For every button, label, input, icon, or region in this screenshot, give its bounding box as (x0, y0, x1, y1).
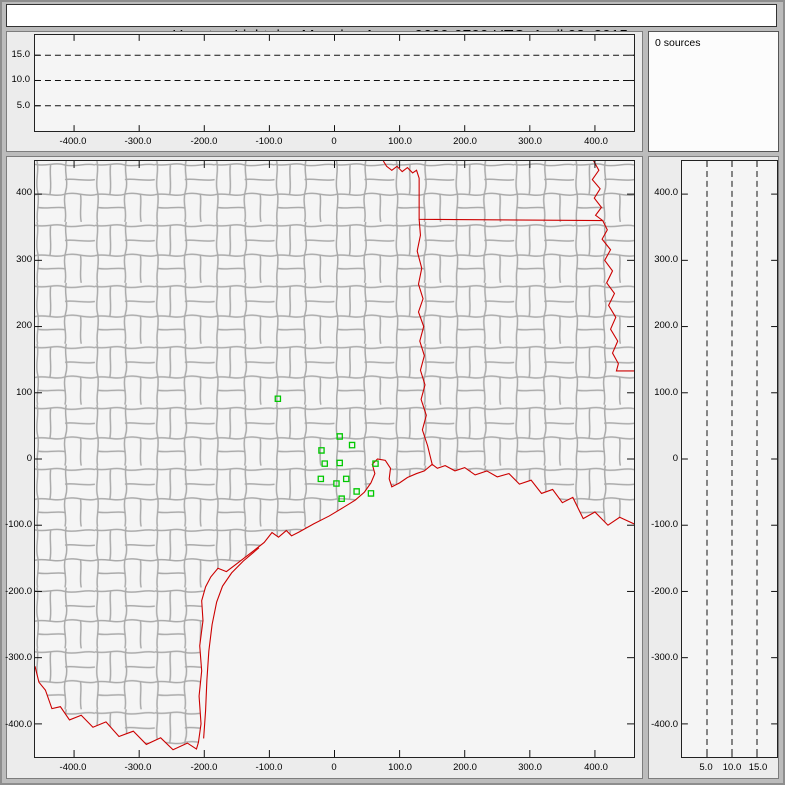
x-tick-label: -300.0 (124, 136, 152, 147)
x-tick-label: -400.0 (59, 762, 87, 773)
y-tick-label: 400 (16, 187, 32, 198)
texas-louisiana-border (417, 219, 432, 464)
x-tick-label: 0 (331, 136, 337, 147)
y-tick-label: -100.0 (651, 519, 678, 530)
x-tick-label: 100.0 (388, 136, 412, 147)
y-tick-label: 15.0 (11, 49, 31, 60)
state-borders-and-coastline (35, 161, 634, 750)
y-tick-label: 10.0 (11, 74, 31, 85)
x-tick-label: 0 (331, 762, 337, 773)
y-tick-label: 0 (26, 453, 32, 464)
y-tick-label: 300.0 (654, 254, 678, 265)
y-tick-label: -300.0 (651, 652, 678, 663)
x-tick-label: 300.0 (518, 762, 542, 773)
sources-histogram-panel (648, 31, 779, 152)
y-tick-label: 100 (16, 387, 32, 398)
y-tick-label: -400.0 (5, 719, 32, 730)
x-tick-label: 400.0 (584, 136, 608, 147)
x-tick-label: 200.0 (453, 762, 477, 773)
x-tick-label: 15.0 (748, 762, 768, 773)
y-tick-label: 300 (16, 254, 32, 265)
y-tick-label: -100.0 (5, 519, 32, 530)
title-bar: Houston Lightning Mapping Array 0600-070… (6, 4, 777, 45)
y-tick-label: -400.0 (651, 719, 678, 730)
x-tick-label: -100.0 (255, 136, 283, 147)
altitude-ew-grid (35, 35, 634, 131)
altitude-ns-plot[interactable] (681, 160, 778, 758)
x-tick-label: -200.0 (190, 762, 218, 773)
altitude-ew-plot[interactable] (34, 34, 635, 132)
y-tick-label: 0 (672, 453, 678, 464)
lma-stations (275, 396, 378, 501)
sources-count-label: 0 sources (655, 37, 701, 49)
y-tick-label: 5.0 (16, 100, 30, 111)
x-tick-label: 400.0 (584, 762, 608, 773)
plan-view-plot[interactable] (34, 160, 635, 758)
x-tick-label: -300.0 (124, 762, 152, 773)
y-tick-label: 200 (16, 320, 32, 331)
x-tick-label: 200.0 (453, 136, 477, 147)
x-tick-label: 100.0 (388, 762, 412, 773)
x-tick-label: -100.0 (255, 762, 283, 773)
red-river-and-arkansas-border (383, 161, 602, 221)
x-tick-label: 5.0 (699, 762, 713, 773)
plan-view-ticks (35, 161, 634, 757)
y-tick-label: 100.0 (654, 387, 678, 398)
x-tick-label: -400.0 (59, 136, 87, 147)
y-tick-label: -200.0 (651, 586, 678, 597)
y-tick-label: -200.0 (5, 586, 32, 597)
altitude-ns-grid (682, 161, 777, 757)
y-tick-label: 400.0 (654, 187, 678, 198)
y-tick-label: 200.0 (654, 320, 678, 331)
coastline-and-rio-grande (35, 459, 634, 750)
y-tick-label: -300.0 (5, 652, 32, 663)
mississippi-river-border (592, 161, 634, 371)
x-tick-label: -200.0 (190, 136, 218, 147)
x-tick-label: 300.0 (518, 136, 542, 147)
x-tick-label: 10.0 (722, 762, 742, 773)
plan-view-map (35, 161, 634, 757)
barrier-island (204, 548, 259, 739)
